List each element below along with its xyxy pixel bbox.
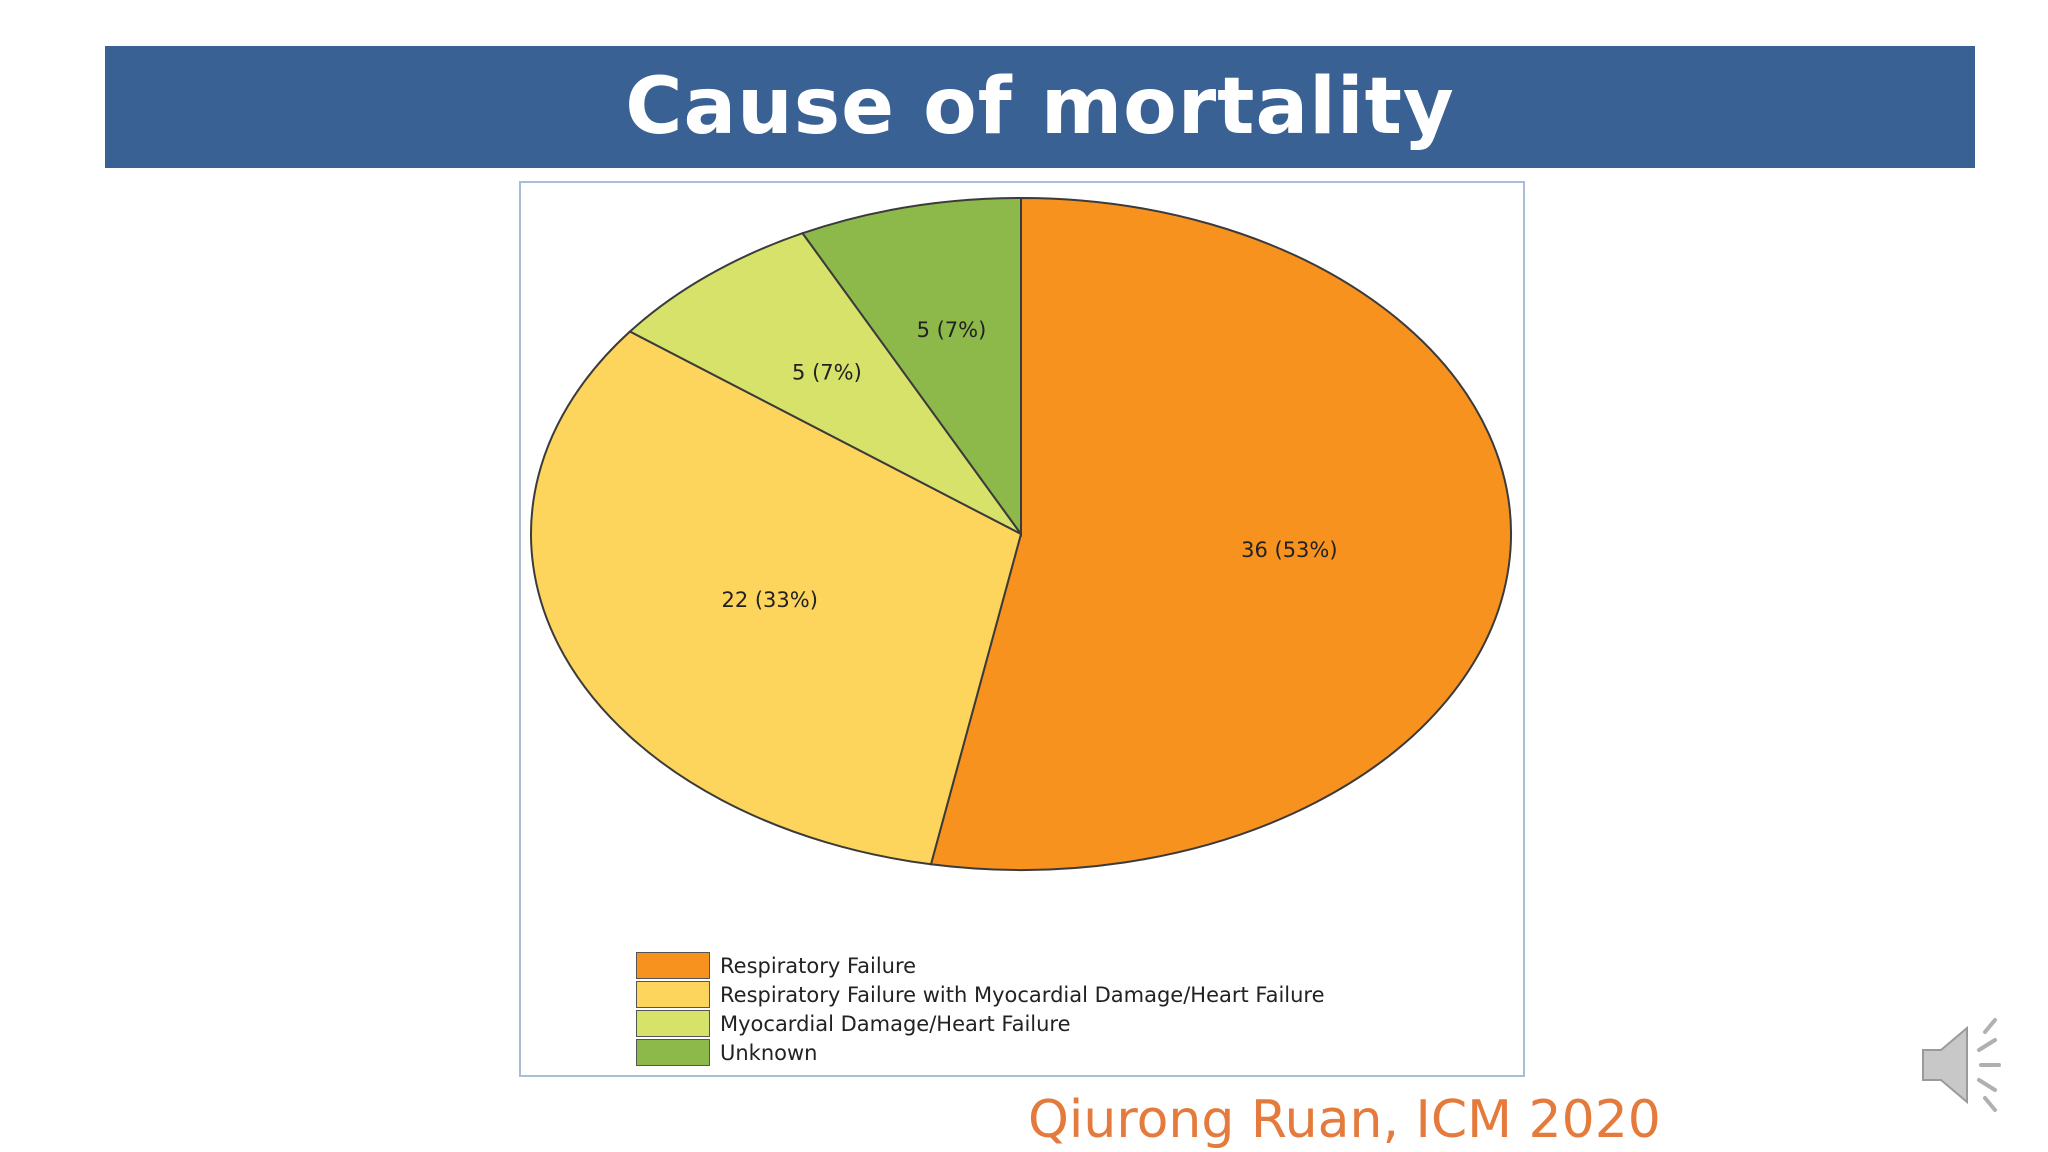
pie-slice <box>800 196 1022 538</box>
legend-swatch <box>636 1010 710 1037</box>
pie-data-label: 5 (7%) <box>792 361 862 385</box>
pie-data-label: 22 (33%) <box>721 588 817 612</box>
legend-item: Myocardial Damage/Heart Failure <box>636 1009 1325 1038</box>
legend-item: Respiratory Failure with Myocardial Dama… <box>636 980 1325 1009</box>
slide-title: Cause of mortality <box>625 62 1455 152</box>
legend-label: Unknown <box>720 1040 818 1065</box>
pie-slice <box>929 196 1512 871</box>
legend-item: Respiratory Failure <box>636 951 1325 980</box>
pie-slice <box>628 232 1022 535</box>
chart-legend: Respiratory Failure Respiratory Failure … <box>636 951 1325 1067</box>
legend-swatch <box>636 952 710 979</box>
legend-item: Unknown <box>636 1038 1325 1067</box>
legend-label: Respiratory Failure <box>720 953 917 978</box>
legend-label: Myocardial Damage/Heart Failure <box>720 1011 1071 1036</box>
legend-swatch <box>636 981 710 1008</box>
pie-data-label: 36 (53%) <box>1241 538 1337 562</box>
chart-frame: 36 (53%) 22 (33%) 5 (7%) 5 (7%) Respiratory… <box>519 181 1525 1077</box>
pie-chart: 36 (53%) 22 (33%) 5 (7%) 5 (7%) <box>530 196 1512 871</box>
legend-label: Respiratory Failure with Myocardial Dama… <box>720 982 1325 1007</box>
pie-slice <box>530 330 1023 866</box>
legend-swatch <box>636 1039 710 1066</box>
speaker-volume-icon[interactable] <box>1915 1010 2025 1120</box>
pie-data-label: 5 (7%) <box>917 318 987 342</box>
citation: Qiurong Ruan, ICM 2020 <box>1028 1090 1661 1150</box>
title-bar: Cause of mortality <box>105 46 1975 168</box>
